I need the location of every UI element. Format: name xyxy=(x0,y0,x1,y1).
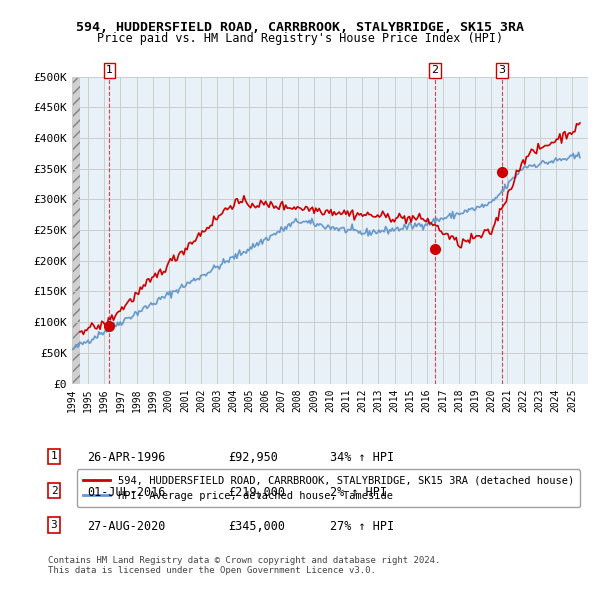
Text: 2: 2 xyxy=(431,65,439,76)
Text: 26-APR-1996: 26-APR-1996 xyxy=(87,451,166,464)
Text: 27-AUG-2020: 27-AUG-2020 xyxy=(87,520,166,533)
Text: Contains HM Land Registry data © Crown copyright and database right 2024.
This d: Contains HM Land Registry data © Crown c… xyxy=(48,556,440,575)
Text: £92,950: £92,950 xyxy=(228,451,278,464)
Text: 594, HUDDERSFIELD ROAD, CARRBROOK, STALYBRIDGE, SK15 3RA: 594, HUDDERSFIELD ROAD, CARRBROOK, STALY… xyxy=(76,21,524,34)
Text: 2: 2 xyxy=(50,486,58,496)
Text: Price paid vs. HM Land Registry's House Price Index (HPI): Price paid vs. HM Land Registry's House … xyxy=(97,32,503,45)
Text: £345,000: £345,000 xyxy=(228,520,285,533)
Text: 2% ↑ HPI: 2% ↑ HPI xyxy=(330,486,387,499)
Text: 1: 1 xyxy=(50,451,58,461)
Bar xyxy=(72,77,80,384)
Text: 1: 1 xyxy=(106,65,113,76)
Legend: 594, HUDDERSFIELD ROAD, CARRBROOK, STALYBRIDGE, SK15 3RA (detached house), HPI: : 594, HUDDERSFIELD ROAD, CARRBROOK, STALY… xyxy=(77,470,580,507)
Text: £219,000: £219,000 xyxy=(228,486,285,499)
Text: 3: 3 xyxy=(499,65,505,76)
Text: 3: 3 xyxy=(50,520,58,530)
Text: 27% ↑ HPI: 27% ↑ HPI xyxy=(330,520,394,533)
Text: 01-JUL-2016: 01-JUL-2016 xyxy=(87,486,166,499)
Text: 34% ↑ HPI: 34% ↑ HPI xyxy=(330,451,394,464)
